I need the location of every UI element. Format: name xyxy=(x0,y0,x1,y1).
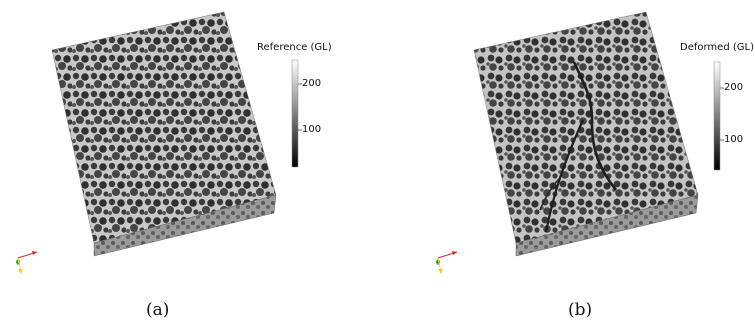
caption-a: (a) xyxy=(146,300,169,320)
colorbar-tick-200: 200 xyxy=(724,82,743,93)
panel-a: Reference (GL) 200 100 (a) xyxy=(0,0,377,323)
caption-b: (b) xyxy=(568,300,592,320)
panel-b: Deformed (GL) 200 100 (b) xyxy=(378,0,755,323)
colorbar xyxy=(292,60,298,167)
colorbar-title: Reference (GL) xyxy=(257,42,332,53)
colorbar-title: Deformed (GL) xyxy=(680,42,754,53)
orientation-axes xyxy=(436,251,457,274)
colorbar-tick-200: 200 xyxy=(302,78,321,89)
colorbar xyxy=(714,62,720,170)
orientation-axes xyxy=(16,251,37,274)
colorbar-tick-100: 100 xyxy=(724,134,743,145)
colorbar-tick-100: 100 xyxy=(302,124,321,135)
